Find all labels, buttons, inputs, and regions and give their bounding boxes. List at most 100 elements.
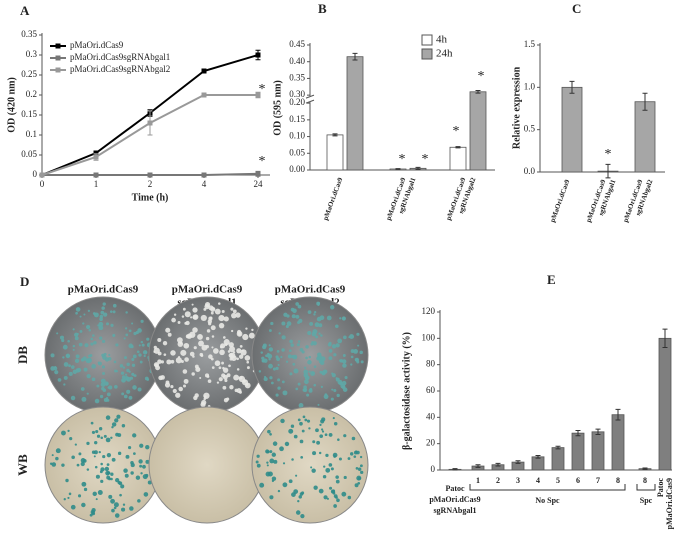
y-tick-label: 0.10 (289, 131, 305, 141)
colony (126, 362, 130, 367)
point (255, 52, 261, 58)
colony (320, 334, 323, 337)
colony (315, 335, 319, 339)
y-axis-label: Relative expression (511, 66, 522, 149)
y-axis-label: β-galactosidase activity (%) (401, 332, 412, 450)
colony (275, 366, 279, 370)
colony (268, 363, 273, 369)
colony (233, 374, 240, 381)
legend-label: pMaOri.dCas9sgRNAbgal2 (70, 64, 170, 74)
colony (72, 344, 76, 348)
colony (83, 487, 88, 492)
legend-marker (55, 43, 61, 49)
colony (285, 325, 289, 329)
colony (236, 357, 239, 361)
colony (86, 392, 89, 395)
colony (75, 307, 81, 312)
error-bar (452, 468, 458, 471)
colony (121, 377, 126, 383)
colony (122, 366, 126, 369)
colony (231, 329, 234, 333)
colony (317, 403, 320, 406)
colony (323, 495, 328, 500)
colony (343, 434, 347, 438)
legend-swatch (421, 34, 433, 46)
colony (86, 374, 91, 379)
colony (354, 483, 359, 488)
colony (313, 313, 316, 316)
y-tick-label: 0.0 (524, 166, 536, 176)
colony (317, 352, 322, 357)
colony (297, 382, 301, 386)
colony (79, 329, 83, 333)
colony (145, 459, 150, 464)
plate (148, 406, 266, 524)
y-tick-label: 100 (422, 332, 436, 342)
colony (108, 353, 111, 356)
colony (55, 448, 61, 454)
colony (303, 369, 309, 375)
x-tick-label: Patoc (445, 484, 465, 493)
colony (275, 393, 279, 397)
colony (336, 498, 340, 503)
colony (235, 312, 241, 318)
colony (50, 353, 55, 358)
colony (325, 453, 329, 458)
colony (230, 355, 237, 361)
colony (255, 460, 259, 464)
colony (343, 335, 347, 340)
colony (81, 502, 86, 508)
colony (283, 312, 288, 317)
colony (98, 427, 103, 431)
colony (122, 503, 126, 506)
annotation: * (478, 69, 485, 84)
colony (322, 474, 327, 479)
error-bar (495, 462, 501, 467)
colony (94, 440, 98, 445)
colony (303, 388, 308, 393)
colony (316, 356, 321, 361)
colony (341, 491, 347, 497)
colony (80, 358, 85, 362)
colony (288, 428, 294, 434)
colony (269, 458, 275, 464)
colony (75, 311, 78, 315)
colony (359, 464, 363, 468)
colony (170, 350, 176, 356)
colony (123, 337, 126, 340)
colony (139, 360, 143, 364)
colony (326, 497, 329, 500)
colony (121, 507, 126, 512)
colony (99, 470, 103, 474)
colony (218, 322, 225, 329)
colony (302, 415, 306, 419)
colony (105, 437, 111, 443)
colony (110, 477, 113, 481)
colony (145, 445, 150, 450)
colony (170, 359, 175, 364)
colony (353, 349, 359, 354)
colony (130, 471, 134, 475)
colony (359, 455, 363, 459)
colony (297, 304, 302, 309)
colony (101, 365, 106, 369)
y-tick-label: 0.35 (289, 72, 305, 82)
colony (72, 369, 78, 375)
colony (299, 421, 303, 426)
colony (339, 317, 342, 320)
colony (289, 372, 293, 376)
colony (335, 324, 339, 329)
bar (571, 432, 585, 471)
colony (99, 317, 103, 322)
colony (291, 314, 296, 319)
colony (61, 463, 65, 467)
bar (469, 91, 487, 171)
colony (313, 365, 317, 368)
colony (177, 321, 181, 324)
colony (80, 387, 85, 391)
colony (307, 330, 312, 336)
colony (115, 432, 119, 437)
colony (91, 377, 96, 382)
colony (79, 315, 82, 318)
colony (95, 498, 98, 501)
